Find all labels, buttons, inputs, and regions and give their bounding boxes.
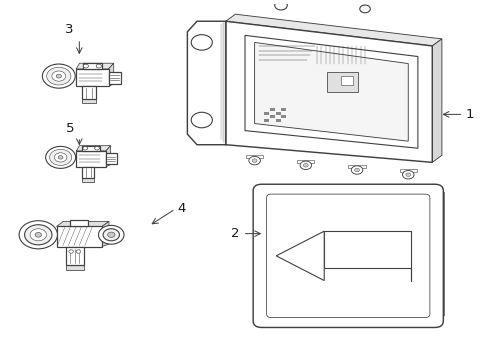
Bar	[276, 119, 281, 122]
Circle shape	[24, 225, 52, 245]
Bar	[276, 112, 281, 115]
Bar	[264, 112, 269, 115]
Circle shape	[275, 1, 287, 10]
Polygon shape	[106, 153, 117, 164]
Bar	[270, 108, 275, 111]
Circle shape	[191, 35, 212, 50]
Polygon shape	[82, 178, 95, 182]
Polygon shape	[82, 167, 95, 178]
Polygon shape	[76, 63, 114, 69]
Polygon shape	[226, 14, 442, 46]
Circle shape	[249, 156, 260, 165]
Text: 2: 2	[231, 227, 239, 240]
Bar	[327, 72, 358, 92]
Text: 4: 4	[178, 202, 186, 215]
Circle shape	[83, 64, 88, 68]
Polygon shape	[70, 220, 89, 226]
Polygon shape	[276, 231, 324, 280]
Circle shape	[35, 233, 42, 237]
Circle shape	[191, 112, 212, 128]
Circle shape	[30, 229, 47, 241]
Circle shape	[42, 64, 75, 88]
Polygon shape	[435, 190, 444, 321]
FancyBboxPatch shape	[267, 194, 430, 318]
Circle shape	[56, 74, 61, 78]
Circle shape	[19, 221, 57, 249]
Polygon shape	[297, 160, 315, 163]
Polygon shape	[82, 99, 96, 103]
Circle shape	[49, 149, 72, 166]
Polygon shape	[245, 35, 418, 148]
Circle shape	[108, 232, 115, 238]
Polygon shape	[400, 170, 417, 172]
Circle shape	[360, 5, 370, 13]
Polygon shape	[102, 221, 109, 247]
Text: 1: 1	[466, 108, 474, 121]
Circle shape	[252, 159, 257, 162]
Polygon shape	[76, 151, 106, 167]
Polygon shape	[82, 146, 100, 151]
Text: 5: 5	[66, 122, 74, 135]
Polygon shape	[348, 165, 366, 167]
Polygon shape	[432, 39, 442, 162]
FancyBboxPatch shape	[253, 184, 443, 328]
Polygon shape	[324, 231, 411, 280]
Polygon shape	[56, 226, 102, 247]
Polygon shape	[66, 247, 84, 265]
Bar	[264, 119, 269, 122]
Polygon shape	[83, 63, 102, 69]
Polygon shape	[108, 63, 114, 86]
Polygon shape	[226, 21, 432, 162]
Polygon shape	[246, 155, 263, 158]
Circle shape	[300, 161, 312, 170]
Circle shape	[95, 147, 99, 150]
Polygon shape	[106, 146, 111, 167]
Polygon shape	[76, 146, 111, 151]
Circle shape	[83, 147, 88, 150]
Circle shape	[52, 71, 66, 81]
Circle shape	[103, 229, 120, 241]
Circle shape	[96, 64, 101, 68]
Circle shape	[46, 147, 75, 168]
Polygon shape	[255, 42, 408, 141]
Bar	[281, 116, 286, 118]
Polygon shape	[187, 21, 226, 145]
Polygon shape	[56, 221, 109, 226]
Circle shape	[76, 250, 81, 253]
Circle shape	[402, 171, 414, 179]
Text: 3: 3	[66, 23, 74, 36]
Polygon shape	[76, 69, 108, 86]
Circle shape	[303, 163, 308, 167]
Circle shape	[351, 166, 363, 174]
Bar	[270, 116, 275, 118]
Bar	[341, 76, 353, 85]
Circle shape	[58, 156, 63, 159]
Circle shape	[69, 250, 74, 253]
Polygon shape	[66, 265, 84, 270]
Polygon shape	[108, 72, 121, 84]
Circle shape	[98, 225, 124, 244]
Circle shape	[47, 67, 71, 85]
Polygon shape	[82, 86, 96, 99]
Bar	[281, 108, 286, 111]
Circle shape	[54, 153, 67, 162]
Circle shape	[355, 168, 360, 172]
Circle shape	[406, 173, 411, 176]
